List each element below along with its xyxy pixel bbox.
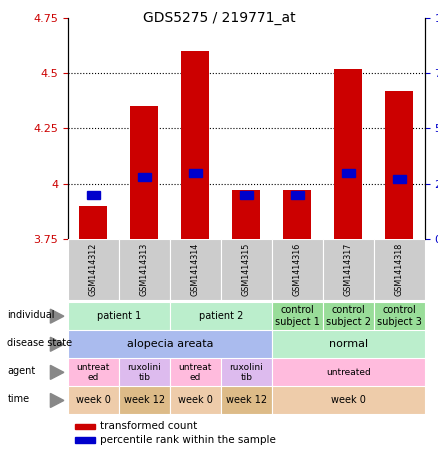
Bar <box>272 386 425 414</box>
Bar <box>272 330 425 358</box>
Bar <box>68 330 272 358</box>
Text: week 0: week 0 <box>76 395 111 405</box>
Bar <box>232 190 261 239</box>
Bar <box>68 239 119 300</box>
Bar <box>75 438 95 443</box>
Bar <box>68 302 170 330</box>
Bar <box>291 191 304 198</box>
Text: individual: individual <box>7 310 55 320</box>
Text: GSM1414314: GSM1414314 <box>191 243 200 296</box>
Bar <box>119 358 170 386</box>
Text: GSM1414318: GSM1414318 <box>395 243 404 296</box>
Polygon shape <box>50 393 64 408</box>
Bar <box>393 175 406 183</box>
Text: normal: normal <box>329 339 368 349</box>
Text: ruxolini
tib: ruxolini tib <box>230 363 263 382</box>
Bar <box>138 173 151 181</box>
Bar <box>170 302 272 330</box>
Text: GSM1414315: GSM1414315 <box>242 243 251 296</box>
Text: GSM1414313: GSM1414313 <box>140 243 149 296</box>
Text: week 0: week 0 <box>331 395 366 405</box>
Bar <box>323 239 374 300</box>
Text: untreat
ed: untreat ed <box>179 363 212 382</box>
Bar <box>68 358 119 386</box>
Text: GSM1414316: GSM1414316 <box>293 243 302 296</box>
Text: percentile rank within the sample: percentile rank within the sample <box>100 435 276 445</box>
Bar <box>283 190 311 239</box>
Text: GSM1414317: GSM1414317 <box>344 243 353 296</box>
Bar <box>221 358 272 386</box>
Text: transformed count: transformed count <box>100 421 197 431</box>
Bar <box>189 169 202 177</box>
Bar <box>374 302 425 330</box>
Bar <box>272 302 323 330</box>
Polygon shape <box>50 365 64 379</box>
Bar <box>79 206 107 239</box>
Bar <box>342 169 355 177</box>
Text: week 12: week 12 <box>226 395 267 405</box>
Bar <box>75 424 95 429</box>
Text: GSM1414312: GSM1414312 <box>89 243 98 296</box>
Bar <box>240 191 253 198</box>
Bar <box>131 106 159 239</box>
Text: patient 1: patient 1 <box>97 311 141 321</box>
Text: GDS5275 / 219771_at: GDS5275 / 219771_at <box>143 11 295 25</box>
Bar <box>334 69 362 239</box>
Text: control
subject 2: control subject 2 <box>326 305 371 327</box>
Text: alopecia areata: alopecia areata <box>127 339 213 349</box>
Bar <box>170 386 221 414</box>
Bar <box>385 91 413 239</box>
Text: agent: agent <box>7 366 35 376</box>
Text: untreat
ed: untreat ed <box>77 363 110 382</box>
Bar <box>272 239 323 300</box>
Text: ruxolini
tib: ruxolini tib <box>127 363 161 382</box>
Polygon shape <box>50 309 64 323</box>
Bar <box>119 239 170 300</box>
Bar <box>221 239 272 300</box>
Bar <box>87 191 100 198</box>
Bar <box>170 239 221 300</box>
Text: week 12: week 12 <box>124 395 165 405</box>
Text: patient 2: patient 2 <box>199 311 243 321</box>
Polygon shape <box>50 337 64 352</box>
Bar <box>68 386 119 414</box>
Bar <box>221 386 272 414</box>
Bar <box>272 358 425 386</box>
Bar <box>119 386 170 414</box>
Text: week 0: week 0 <box>178 395 213 405</box>
Bar <box>170 358 221 386</box>
Text: time: time <box>7 394 30 404</box>
Text: control
subject 3: control subject 3 <box>377 305 422 327</box>
Bar <box>181 51 209 239</box>
Bar <box>374 239 425 300</box>
Text: disease state: disease state <box>7 338 73 348</box>
Text: control
subject 1: control subject 1 <box>275 305 320 327</box>
Text: untreated: untreated <box>326 368 371 377</box>
Bar <box>323 302 374 330</box>
